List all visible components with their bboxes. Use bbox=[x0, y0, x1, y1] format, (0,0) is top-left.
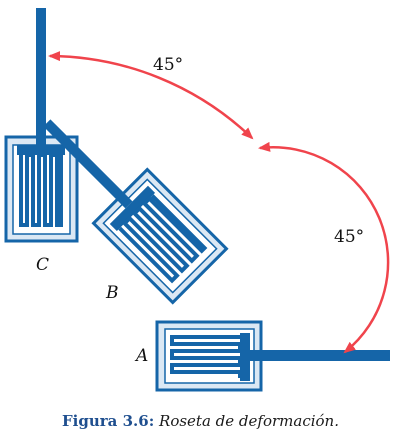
angle-arc-upper bbox=[48, 51, 254, 140]
angle-arc-lower bbox=[258, 141, 390, 354]
figure-number: Figura 3.6: bbox=[62, 412, 155, 430]
gauge-label-a: A bbox=[134, 346, 148, 366]
gauge-c bbox=[4, 8, 79, 243]
gauge-label-c: C bbox=[36, 255, 49, 275]
angle-label-lower: 45° bbox=[334, 227, 364, 247]
angle-label-upper: 45° bbox=[153, 55, 183, 75]
figure-caption-text: Roseta de deformación. bbox=[159, 412, 339, 430]
gauge-label-b: B bbox=[105, 283, 119, 303]
gauge-b bbox=[43, 119, 229, 305]
figure-caption: Figura 3.6: Roseta de deformación. bbox=[0, 412, 401, 430]
gauge-a bbox=[155, 320, 390, 392]
